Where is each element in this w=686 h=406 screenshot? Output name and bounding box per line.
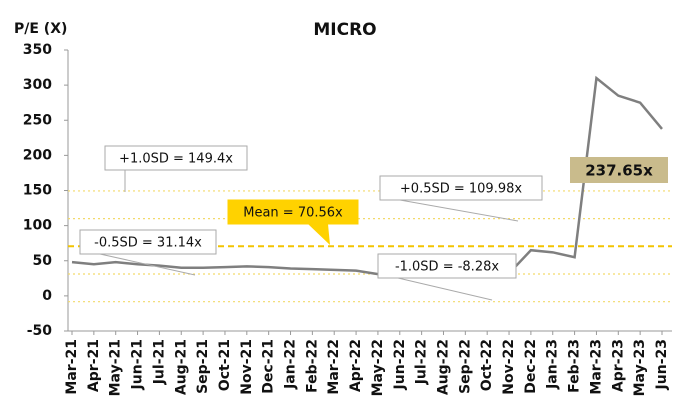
x-tick-label: Oct-21 [217,339,233,391]
x-tick-label: Jan-22 [283,339,299,390]
x-tick-label: Apr-22 [348,339,364,392]
callout-box [379,175,543,201]
y-tick-label: 100 [23,218,52,234]
callout-leader [99,253,196,276]
x-tick-label: Mar-22 [326,339,342,395]
x-tick-label: Feb-22 [304,339,320,393]
callout-pointer [308,224,330,245]
x-tick-label: Dec-21 [261,339,277,394]
callout-box [227,199,359,225]
x-tick-label: Jan-23 [545,339,561,390]
y-tick-label: -50 [27,323,53,339]
x-tick-label: May-22 [370,339,386,396]
callout-label: -1.0SD = -8.28x [395,260,499,275]
callout-label: +0.5SD = 109.98x [400,182,522,197]
y-tick-label: 150 [23,183,52,199]
y-tick-label: 300 [23,77,52,93]
x-tick-label: Apr-21 [86,339,102,392]
x-tick-label: Mar-21 [64,339,80,395]
y-tick-label: 250 [23,112,52,128]
y-tick-label: 0 [42,288,52,304]
x-tick-label: May-21 [108,339,124,396]
callout-box [377,253,517,279]
x-tick-label: Aug-22 [435,339,451,395]
x-tick-label: Apr-23 [610,339,626,392]
x-tick-label: Jun-21 [130,339,146,390]
x-tick-label: Dec-22 [523,339,539,394]
chart-title: MICRO [313,20,376,40]
x-tick-label: Sep-21 [195,339,211,394]
y-tick-label: 50 [33,253,53,269]
x-tick-label: May-23 [632,339,648,396]
x-tick-label: Sep-22 [457,339,473,394]
callout-label: +1.0SD = 149.4x [119,152,233,167]
x-tick-label: Oct-22 [479,339,495,391]
y-tick-label: 350 [23,42,52,58]
x-tick-label: Jun-23 [654,339,670,390]
y-axis-label: P/E (X) [14,21,67,37]
callout-label: Mean = 70.56x [243,206,343,221]
x-tick-label: Jul-21 [151,339,167,385]
callout-label: -0.5SD = 31.14x [94,236,202,251]
x-tick-label: Jun-22 [392,339,408,390]
x-tick-label: Aug-21 [173,339,189,395]
y-tick-label: 200 [23,147,52,163]
x-tick-label: Jul-22 [414,339,430,385]
data-line [71,75,663,279]
callout-box [79,229,217,255]
callout-leader [397,277,493,301]
callout-box [104,145,248,171]
x-tick-label: Nov-22 [501,339,517,395]
last-value-label: 237.65x [585,162,653,180]
x-tick-label: Feb-23 [567,339,583,393]
last-value-box [570,157,668,183]
callout-leader [399,199,519,222]
x-tick-label: Nov-21 [239,339,255,395]
x-tick-label: Mar-23 [588,339,604,395]
